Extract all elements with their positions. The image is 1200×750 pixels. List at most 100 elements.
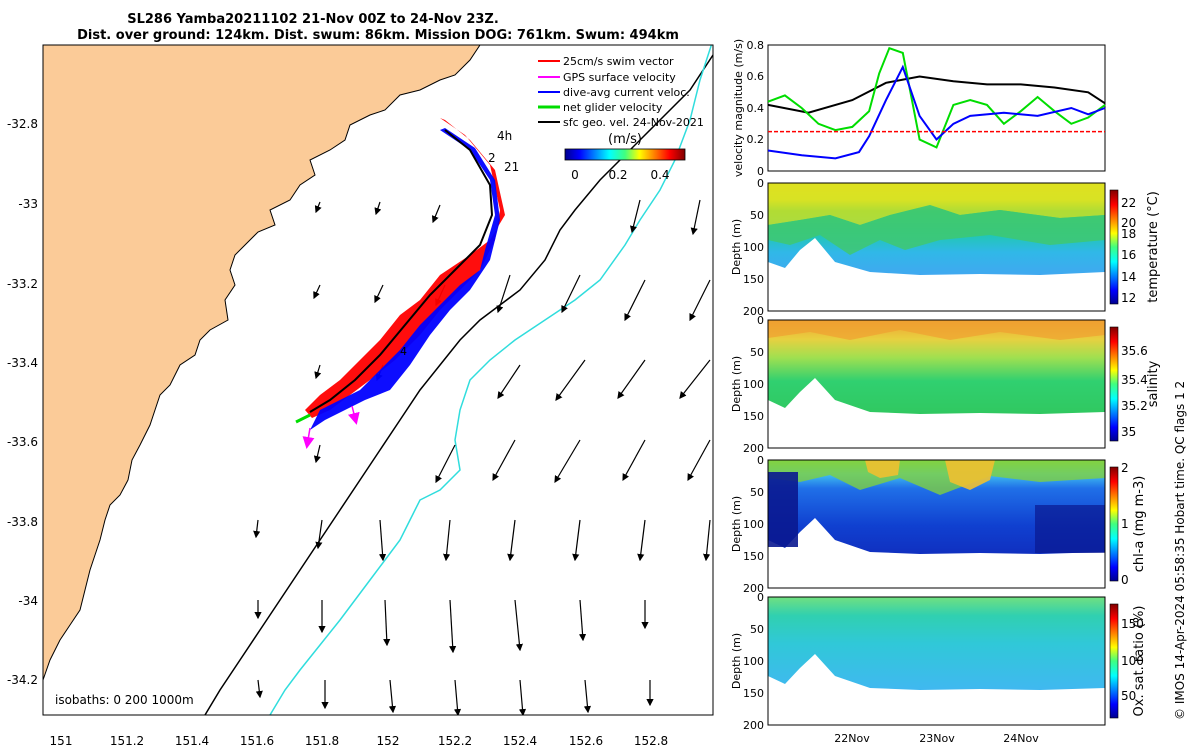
ox-ytick: 200 xyxy=(743,719,764,732)
isobath-0m xyxy=(43,45,481,681)
velocity-series-line xyxy=(767,64,1106,160)
ox-clabel: Ox. sat. ratio (%) xyxy=(1132,606,1147,717)
chla-yticks: 0 50 100 150 200 xyxy=(743,454,764,595)
vel-ylabel: velocity magnitude (m/s) xyxy=(732,39,745,177)
footer-credit: © IMOS 14-Apr-2024 05:58:35 Hobart time.… xyxy=(1173,381,1187,720)
ox-colorbar xyxy=(1109,603,1119,719)
ox-ytick: 0 xyxy=(757,591,764,604)
lon-tick: 152 xyxy=(377,734,400,748)
title-line1: SL286 Yamba20211102 21-Nov 00Z to 24-Nov… xyxy=(127,12,499,27)
lon-tick: 151 xyxy=(50,734,73,748)
temp-ytick: 100 xyxy=(743,241,764,254)
gps-velocity-arrow-2 xyxy=(347,405,360,425)
temp-ytick: 150 xyxy=(743,273,764,286)
lat-tick: -33.4 xyxy=(7,356,38,370)
current-vector-band xyxy=(310,128,500,430)
x-tick-22nov: 22Nov xyxy=(834,732,870,745)
sal-fill xyxy=(768,320,1105,414)
lon-tick: 152.4 xyxy=(503,734,537,748)
temperature-panel: 0 50 100 150 200 Depth (m) 12 14 16 18 2… xyxy=(730,177,1161,318)
temp-colorbar xyxy=(1109,189,1119,305)
swim-vector-band xyxy=(305,118,505,418)
x-tick-23nov: 23Nov xyxy=(919,732,955,745)
track-label-4: 4 xyxy=(400,345,407,358)
lon-tick: 152.6 xyxy=(569,734,603,748)
temp-mid-layer xyxy=(768,205,1105,255)
ox-ylabel: Depth (m) xyxy=(730,633,743,689)
sal-ytick: 50 xyxy=(750,346,764,359)
legend-current: dive-avg current veloc. xyxy=(563,86,690,99)
temp-ytick: 200 xyxy=(743,305,764,318)
oxygen-panel: 0 50 100 150 200 Depth (m) 50 100 150 Ox… xyxy=(730,591,1147,745)
velocity-panel: 0 0.2 0.4 0.6 0.8 velocity magnitude (m/… xyxy=(732,39,1106,178)
velocity-lines xyxy=(767,46,1106,160)
velocity-yticks: 0 0.2 0.4 0.6 0.8 xyxy=(747,39,765,178)
sal-ctick: 35 xyxy=(1121,425,1136,439)
ox-ctick: 50 xyxy=(1121,689,1136,703)
ox-ctick: 150 xyxy=(1121,617,1144,631)
temp-ctick: 18 xyxy=(1121,227,1136,241)
sal-cticks: 35 35.2 35.4 35.6 xyxy=(1121,344,1148,439)
chla-surface-layer xyxy=(768,460,1105,495)
legend-sfc: sfc geo. vel. 24-Nov-2021 xyxy=(563,116,704,129)
title-line2: Dist. over ground: 124km. Dist. swum: 86… xyxy=(77,28,679,43)
isobath-200m xyxy=(204,54,713,715)
vel-ytick: 0 xyxy=(757,165,764,178)
ox-xticks: 22Nov 23Nov 24Nov xyxy=(834,732,1039,745)
chla-colorbar xyxy=(1109,466,1119,582)
sal-ctick: 35.6 xyxy=(1121,344,1148,358)
ox-ytick: 150 xyxy=(743,687,764,700)
sal-clabel: salinity xyxy=(1146,360,1161,407)
legend-swim: 25cm/s swim vector xyxy=(563,55,674,68)
temp-warm-layer xyxy=(768,183,1105,225)
temp-ylabel: Depth (m) xyxy=(730,219,743,275)
chla-ctick: 1 xyxy=(1121,517,1129,531)
sal-ytick: 150 xyxy=(743,410,764,423)
chla-ytick: 100 xyxy=(743,518,764,531)
lon-tick: 152.8 xyxy=(634,734,668,748)
track-label-4h: 4h xyxy=(497,129,512,143)
temp-ytick: 50 xyxy=(750,209,764,222)
lat-tick: -33.6 xyxy=(7,435,38,449)
vel-ytick: 0.8 xyxy=(747,39,765,52)
map-lon-ticks: 151 151.2 151.4 151.6 151.8 152 152.2 15… xyxy=(50,734,669,748)
chla-low-patch xyxy=(768,472,798,547)
sal-ctick: 35.2 xyxy=(1121,399,1148,413)
lat-tick: -34.2 xyxy=(7,673,38,687)
chla-ytick: 200 xyxy=(743,582,764,595)
track-label-21: 21 xyxy=(504,160,519,174)
ox-fill xyxy=(768,597,1105,690)
velocity-series-line xyxy=(767,46,1106,149)
sal-ytick: 200 xyxy=(743,442,764,455)
land-mass xyxy=(43,45,480,680)
chla-ytick: 0 xyxy=(757,454,764,467)
salinity-panel: 0 50 100 150 200 Depth (m) 35 35.2 35.4 … xyxy=(730,314,1161,455)
isobaths-label: isobaths: 0 200 1000m xyxy=(55,693,194,707)
lon-tick: 152.2 xyxy=(438,734,472,748)
ox-yticks: 0 50 100 150 200 xyxy=(743,591,764,732)
sal-ctick: 35.4 xyxy=(1121,373,1148,387)
net-velocity-arrow xyxy=(295,413,311,424)
colorbar-tick-02: 0.2 xyxy=(608,168,627,182)
temp-ctick: 22 xyxy=(1121,196,1136,210)
sal-yticks: 0 50 100 150 200 xyxy=(743,314,764,455)
vel-ytick: 0.4 xyxy=(747,102,765,115)
lat-tick: -33 xyxy=(18,197,38,211)
legend-gps: GPS surface velocity xyxy=(563,71,676,84)
x-tick-24nov: 24Nov xyxy=(1003,732,1039,745)
sal-high-layer xyxy=(768,320,1105,340)
sal-colorbar xyxy=(1109,326,1119,442)
lat-tick: -32.8 xyxy=(7,117,38,131)
gps-velocity-arrow-1 xyxy=(302,427,315,449)
chla-bloom xyxy=(865,460,995,490)
chla-low-patch xyxy=(1035,505,1105,553)
temp-ctick: 14 xyxy=(1121,270,1136,284)
legend-net: net glider velocity xyxy=(563,101,663,114)
sal-ytick: 100 xyxy=(743,378,764,391)
colorbar-tick-0: 0 xyxy=(571,168,579,182)
temp-cticks: 12 14 16 18 20 22 xyxy=(1121,196,1136,305)
temp-ctick: 12 xyxy=(1121,291,1136,305)
vel-ytick: 0.6 xyxy=(747,70,765,83)
chla-clabel: chl-a (mg m-3) xyxy=(1132,476,1147,573)
chla-ytick: 150 xyxy=(743,550,764,563)
